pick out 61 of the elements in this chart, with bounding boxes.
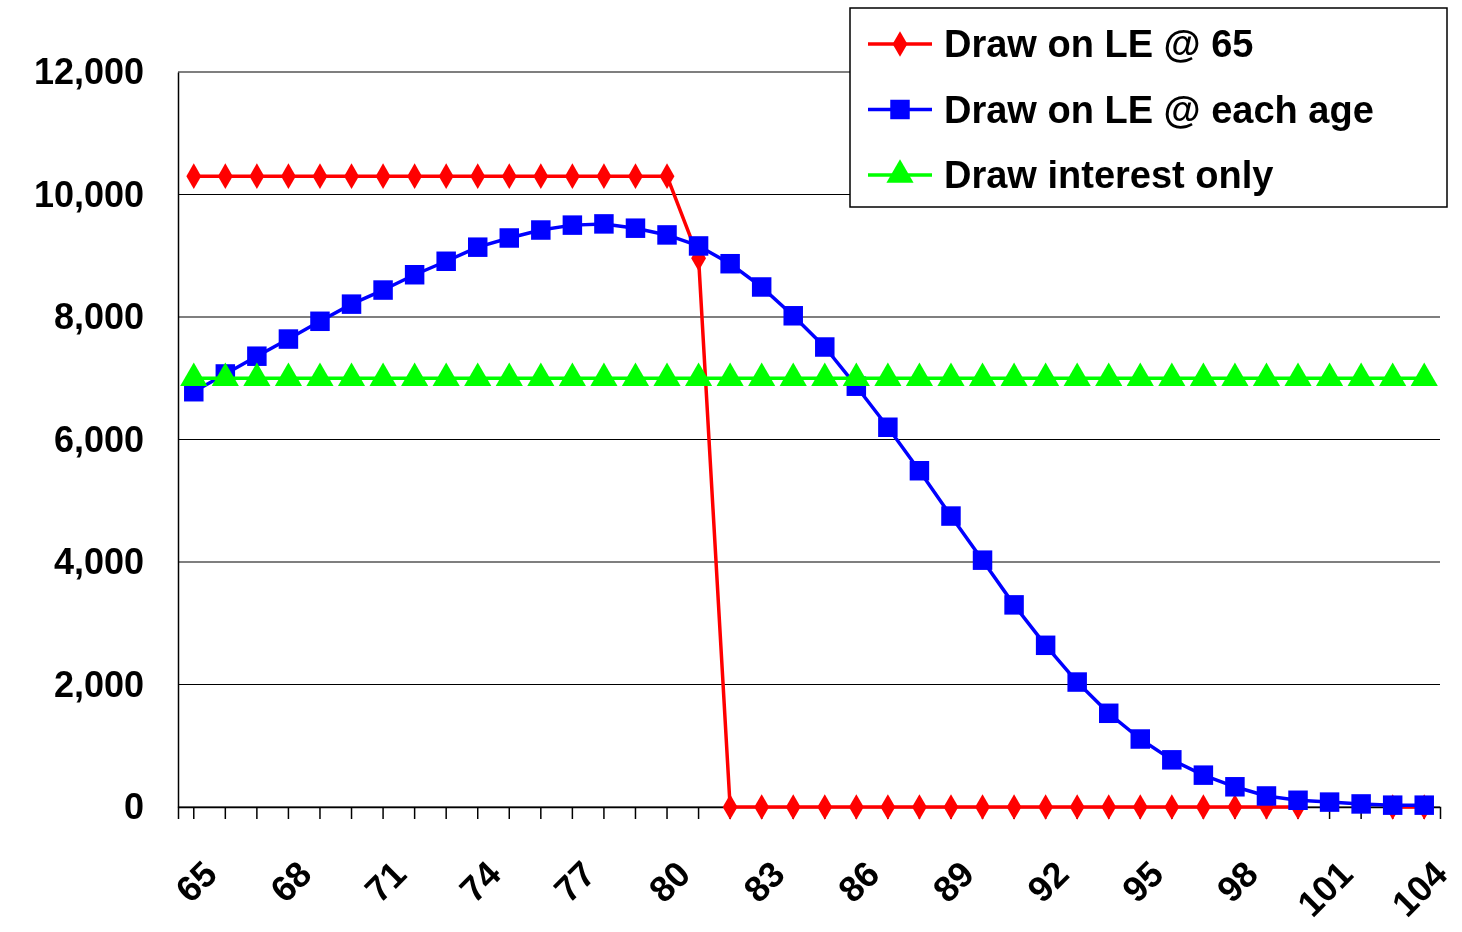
point [531, 220, 551, 240]
point [373, 280, 393, 300]
x-tick-label: 71 [356, 852, 415, 911]
point [404, 264, 425, 285]
point [1382, 795, 1403, 815]
point [1225, 777, 1245, 797]
point [1256, 786, 1277, 806]
y-tick-label: 0 [123, 786, 144, 828]
legend-label: Draw interest only [944, 154, 1274, 196]
point [499, 228, 520, 248]
point [1319, 792, 1340, 812]
x-tick-label: 83 [735, 852, 793, 911]
x-tick-label: 80 [640, 852, 698, 911]
x-tick-label: 74 [451, 852, 509, 911]
point [1067, 672, 1087, 692]
point [688, 236, 709, 256]
point [1414, 795, 1434, 815]
point [1162, 750, 1182, 770]
x-tick-label: 98 [1208, 852, 1266, 911]
point [310, 311, 330, 332]
x-tick-label: 68 [262, 852, 320, 911]
point [1130, 729, 1151, 749]
x-tick-label: 92 [1019, 852, 1077, 911]
point [972, 550, 993, 570]
x-tick-label: 86 [829, 852, 888, 911]
point [1004, 595, 1024, 615]
legend-label: Draw on LE @ each age [944, 88, 1374, 131]
point [467, 237, 488, 257]
y-tick-label: 8,000 [53, 296, 144, 338]
point [1193, 765, 1214, 785]
point [1098, 703, 1119, 724]
x-tick-label: 89 [924, 852, 982, 911]
y-tick-label: 4,000 [53, 541, 144, 583]
x-tick-label: 104 [1383, 852, 1456, 925]
y-tick-label: 2,000 [53, 663, 144, 705]
point [247, 346, 267, 366]
point [657, 225, 677, 245]
x-tick-label: 65 [167, 852, 225, 911]
point [594, 214, 614, 234]
point [783, 306, 803, 326]
point [562, 215, 583, 235]
x-tick-label: 77 [546, 852, 604, 911]
y-tick-label: 6,000 [53, 418, 144, 460]
x-tick-label: 101 [1289, 852, 1361, 925]
y-tick-label: 12,000 [33, 51, 144, 93]
point [751, 277, 772, 297]
point [278, 329, 299, 349]
point [436, 251, 456, 272]
point [1288, 790, 1308, 811]
point [909, 460, 930, 481]
point [941, 506, 961, 526]
y-tick-label: 10,000 [33, 173, 144, 215]
point [878, 417, 898, 437]
point [1351, 794, 1371, 814]
x-tick-label: 95 [1113, 852, 1172, 911]
point [1035, 635, 1056, 656]
point [341, 294, 362, 314]
legend-label: Draw on LE @ 65 [944, 23, 1254, 65]
point [720, 253, 740, 274]
point [625, 218, 646, 238]
point [815, 337, 835, 357]
